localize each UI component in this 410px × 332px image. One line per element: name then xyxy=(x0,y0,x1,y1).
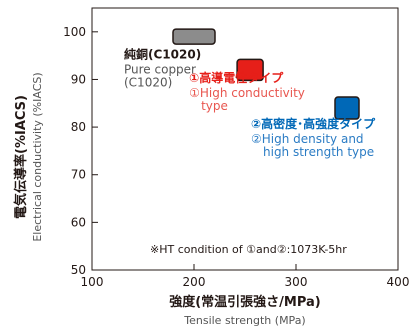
data-label-title: 純銅(C1020) xyxy=(124,47,201,62)
data-label-line: high strength type xyxy=(263,145,374,159)
data-markers xyxy=(172,28,360,120)
y-axis-subtitle: Electrical conductivity (%IACS) xyxy=(31,72,44,241)
x-axis-subtitle: Tensile strength (MPa) xyxy=(183,314,305,327)
y-tick-label: 80 xyxy=(71,120,86,134)
data-label-title: ①高導電性タイプ xyxy=(189,70,284,85)
data-marker xyxy=(334,96,360,120)
plot-frame xyxy=(91,7,399,271)
x-tick-label: 100 xyxy=(81,275,104,289)
x-axis-title: 強度(常温引張強さ/MPa) xyxy=(169,294,321,310)
data-marker xyxy=(236,58,264,82)
x-tick-label: 400 xyxy=(387,275,410,289)
data-label-line: Pure copper xyxy=(124,63,196,77)
data-marker xyxy=(172,28,216,45)
data-label-line: ②High density and xyxy=(251,132,364,146)
y-tick-label: 60 xyxy=(71,215,86,229)
x-axis-ticks: 100 200 300 400 xyxy=(81,264,410,289)
annotation-text: ※HT condition of ①and②:1073K-5hr xyxy=(150,243,347,256)
data-label-title: ②高密度･高強度タイプ xyxy=(251,116,376,131)
data-labels: 純銅(C1020)Pure copper(C1020) ①高導電性タイプ①High… xyxy=(124,47,376,159)
y-tick-label: 50 xyxy=(71,263,86,277)
x-tick-label: 300 xyxy=(285,275,308,289)
y-axis-ticks: 50 60 70 80 90 100 xyxy=(63,25,98,277)
data-label-line: ①High conductivity xyxy=(189,86,305,100)
x-tick-label: 200 xyxy=(183,275,206,289)
y-tick-label: 90 xyxy=(71,72,86,86)
data-label-line: (C1020) xyxy=(124,76,172,90)
y-tick-label: 100 xyxy=(63,25,86,39)
y-axis-title: 電気伝導率(%IACS) xyxy=(13,95,29,219)
y-tick-label: 70 xyxy=(71,168,86,182)
data-label-line: type xyxy=(201,99,228,113)
